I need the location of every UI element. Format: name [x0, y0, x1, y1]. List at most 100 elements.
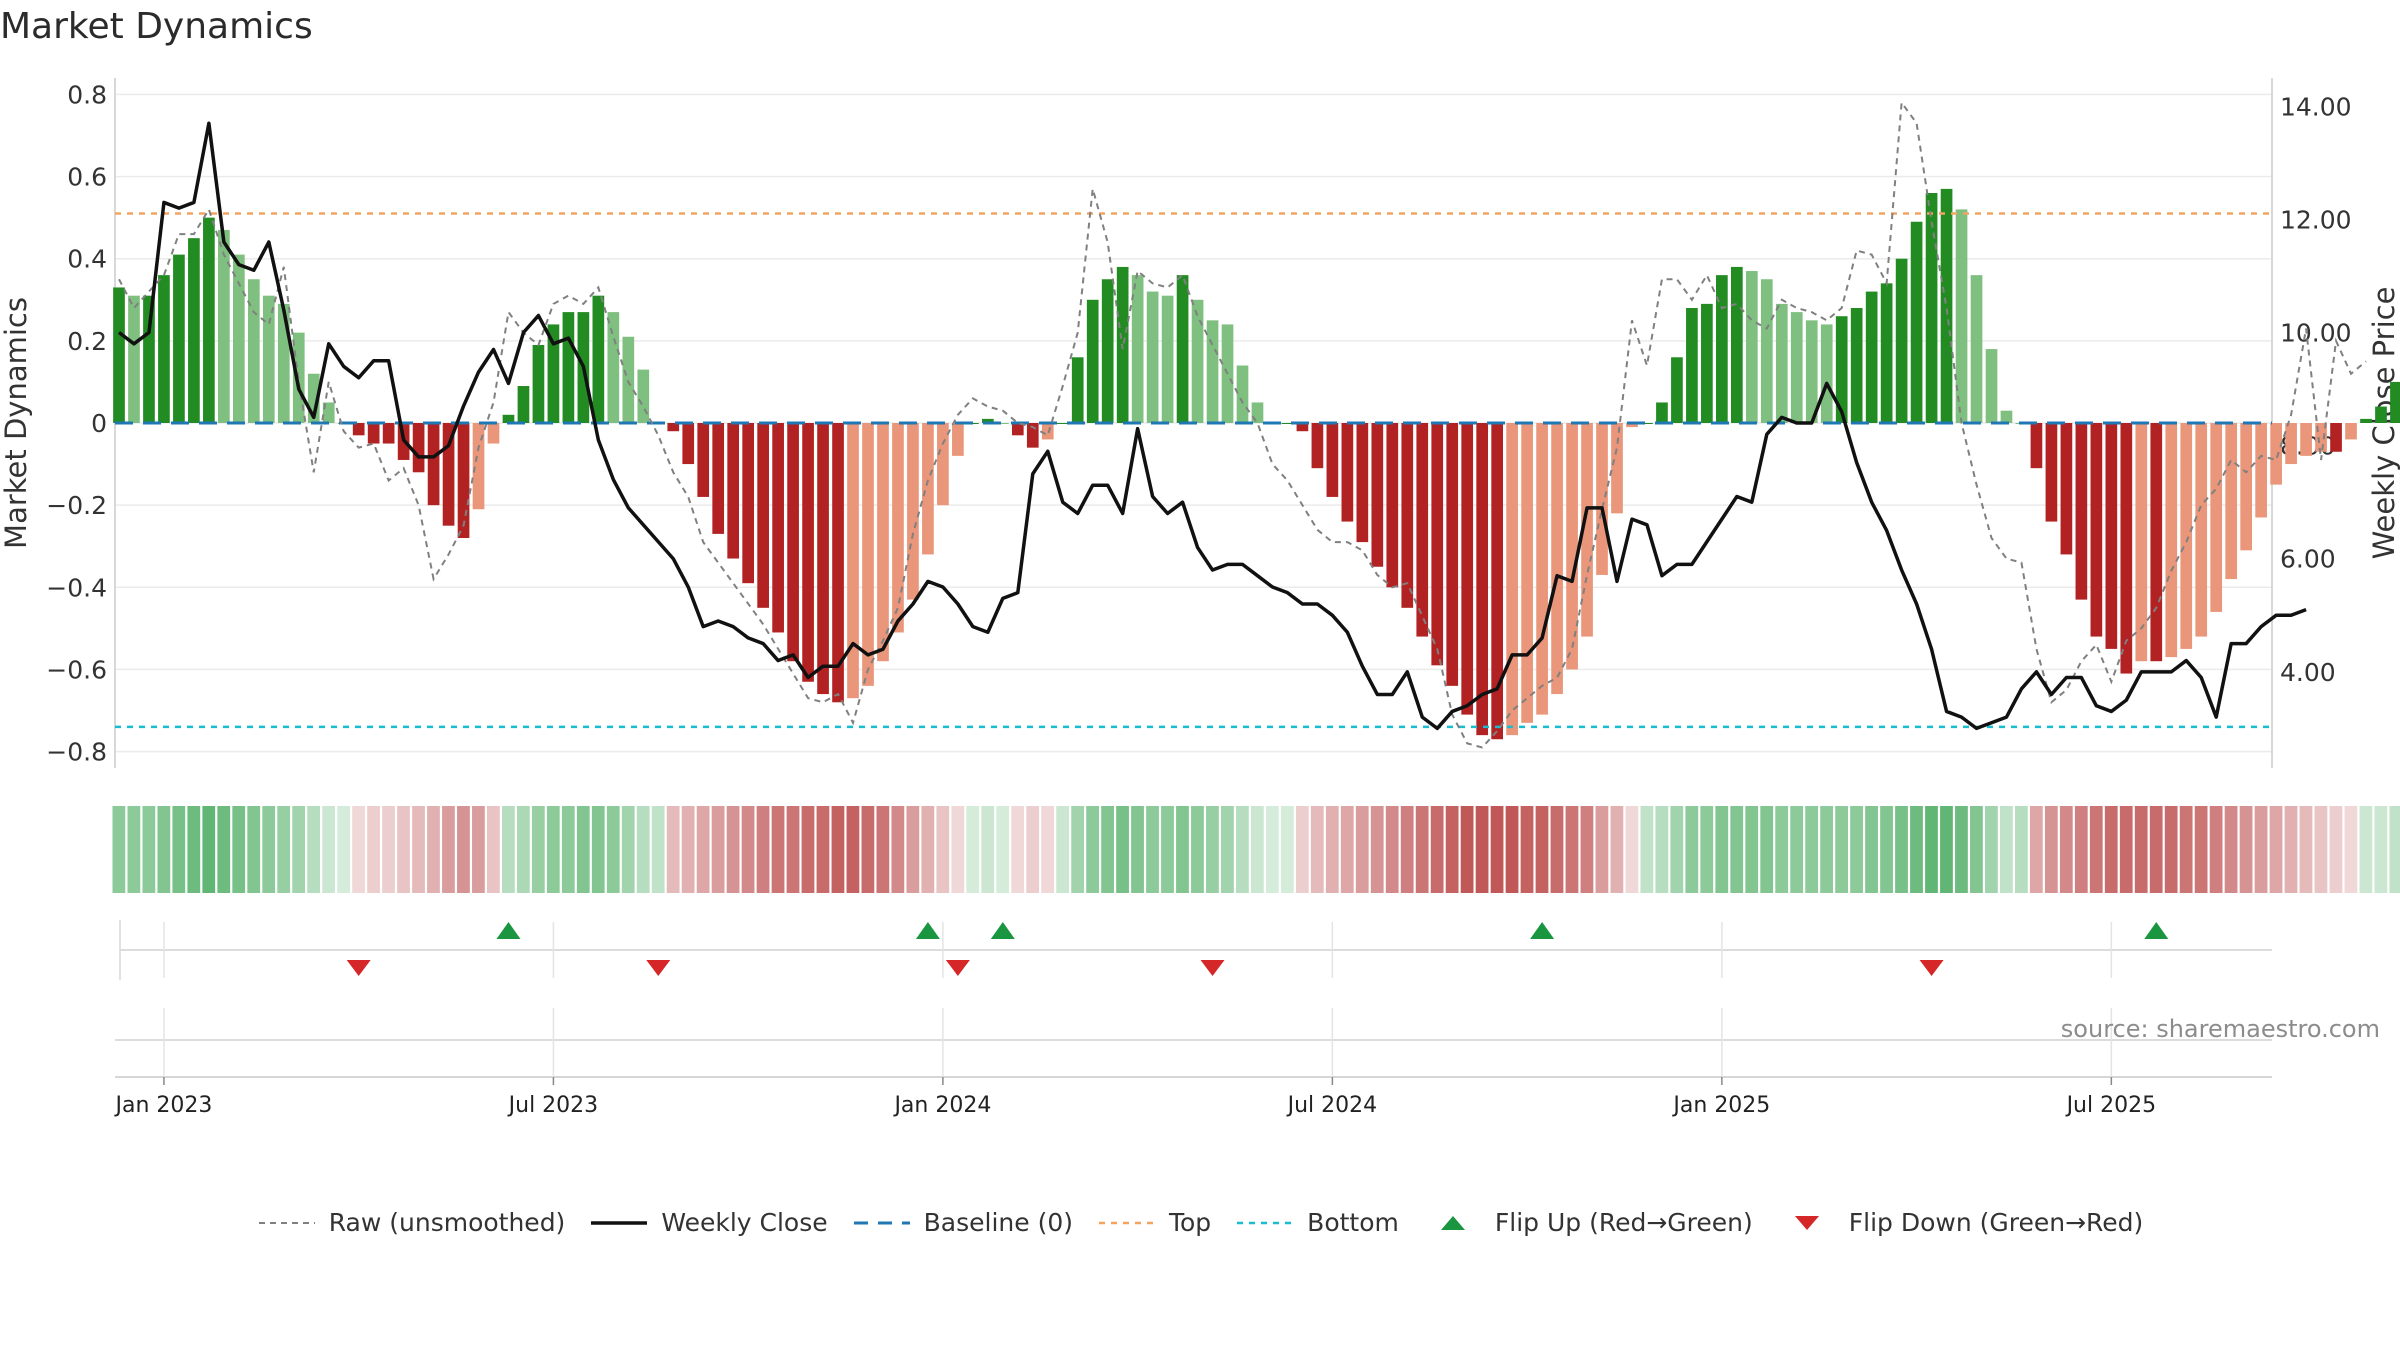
legend-swatch [258, 1221, 315, 1224]
momentum-bar [487, 423, 500, 444]
y-tick-label: 0.2 [67, 327, 107, 356]
weekly-close-line [117, 121, 2307, 731]
flip-down-marker [945, 960, 970, 976]
momentum-bar [1521, 423, 1533, 723]
strength-cell [1280, 806, 1294, 893]
momentum-bar [203, 217, 215, 423]
strength-cell [472, 806, 485, 893]
strength-cell [816, 806, 830, 893]
momentum-bar [2105, 423, 2118, 649]
strength-cell [1101, 806, 1114, 893]
strength-cell [487, 806, 500, 893]
momentum-bar [457, 423, 470, 538]
momentum-bar [1985, 349, 1998, 423]
momentum-bar [1386, 423, 1399, 588]
momentum-bar [1865, 291, 1878, 423]
strength-cell [1370, 806, 1384, 893]
strength-cell [1520, 806, 1534, 893]
momentum-bar [1311, 423, 1324, 469]
y2-tick-label: 14.00 [2280, 92, 2352, 121]
strength-cell [2059, 806, 2073, 893]
strength-cell [1116, 806, 1129, 893]
momentum-bar [262, 295, 275, 423]
strength-cell [1820, 806, 1834, 893]
x-tick-label: Jan 2025 [1671, 1093, 1770, 1118]
momentum-bar [517, 386, 530, 423]
momentum-bar [1775, 303, 1788, 423]
legend-item: Raw (unsmoothed) [257, 1208, 565, 1237]
momentum-bar [1401, 423, 1414, 608]
strength-cell [1026, 806, 1040, 893]
strength-cell [936, 806, 950, 893]
momentum-bar [2120, 423, 2133, 674]
momentum-bar [2060, 423, 2073, 555]
strength-cell [202, 806, 216, 893]
strength-cell [1640, 806, 1654, 893]
momentum-bar [1461, 423, 1474, 715]
momentum-bar [1835, 316, 1848, 423]
momentum-bar [1970, 275, 1983, 423]
legend-label: Bottom [1307, 1208, 1399, 1237]
strength-cell [1325, 806, 1339, 893]
momentum-bar [697, 423, 710, 497]
momentum-bar [2180, 423, 2193, 649]
strength-cell [1236, 806, 1249, 893]
momentum-bar [322, 402, 335, 423]
strength-cell [516, 806, 530, 893]
strength-cell [1775, 806, 1789, 893]
strength-cell [1310, 806, 1324, 893]
momentum-bar [1071, 357, 1084, 423]
strength-cell [1655, 806, 1669, 893]
legend-swatch [591, 1220, 648, 1225]
strength-cell [1415, 806, 1429, 893]
strength-cell [2284, 806, 2298, 893]
flip-up-marker [496, 922, 521, 939]
strength-cell [1071, 806, 1085, 893]
momentum-bar [877, 423, 889, 662]
momentum-bar [2135, 423, 2148, 662]
strength-cell [1161, 806, 1174, 893]
strength-cell [696, 806, 710, 893]
momentum-bar [1416, 423, 1429, 637]
momentum-bar [787, 423, 799, 662]
strength-cell [531, 806, 545, 893]
strength-cell [1385, 806, 1399, 893]
momentum-bar [1880, 283, 1893, 423]
strength-cell [891, 806, 905, 893]
strength-cell [2074, 806, 2088, 893]
strength-cell [412, 806, 425, 893]
strength-cell [1745, 806, 1759, 893]
momentum-bar [1551, 423, 1563, 695]
strength-cell [127, 806, 141, 893]
momentum-bar [412, 423, 425, 473]
strength-cell [2044, 806, 2058, 893]
momentum-bar [1026, 423, 1039, 448]
legend-item: Baseline (0) [852, 1208, 1073, 1237]
momentum-bar [247, 279, 260, 423]
strength-cell [996, 806, 1010, 893]
strength-cell [1340, 806, 1354, 893]
momentum-bar [1251, 402, 1264, 423]
strength-cell [1505, 806, 1519, 893]
momentum-bar [892, 423, 904, 633]
strength-cell [1355, 806, 1369, 893]
momentum-bar [2345, 423, 2357, 440]
momentum-bar [1581, 423, 1593, 637]
strength-cell [2359, 806, 2373, 893]
strength-cell [921, 806, 935, 893]
legend-swatch [853, 1221, 910, 1224]
momentum-bar [2390, 381, 2400, 423]
strength-cell [1131, 806, 1144, 893]
momentum-bar [502, 414, 515, 423]
legend-item: Top [1097, 1208, 1211, 1237]
strength-cell [726, 806, 740, 893]
momentum-bar [727, 423, 740, 559]
strength-cell [1955, 806, 1968, 893]
flip-up-marker [990, 922, 1015, 939]
momentum-bar [2165, 423, 2178, 658]
strength-cell [2119, 806, 2133, 893]
y-tick-label: 0.4 [67, 245, 107, 274]
strength-cell [1910, 806, 1923, 893]
strength-cell [846, 806, 860, 893]
